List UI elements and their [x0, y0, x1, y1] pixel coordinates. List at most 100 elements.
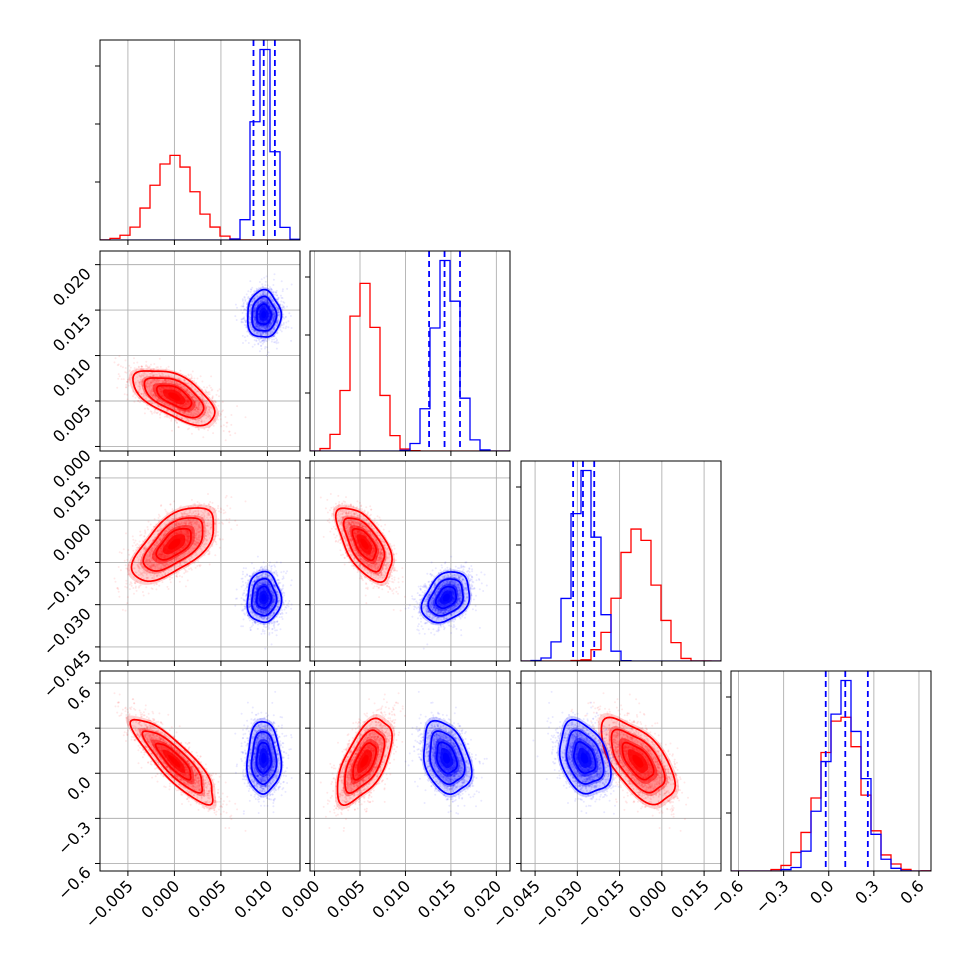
scatter-point: [139, 367, 142, 370]
scatter-point: [290, 283, 293, 286]
scatter-point: [249, 280, 252, 283]
scatter-point: [175, 413, 178, 416]
scatter-point: [161, 379, 164, 382]
scatter-point: [190, 377, 193, 380]
scatter-point: [212, 400, 215, 403]
scatter-point: [273, 273, 276, 276]
scatter-point: [220, 425, 223, 428]
scatter-point: [186, 428, 189, 431]
scatter-point: [275, 340, 278, 343]
scatter-point: [211, 397, 214, 400]
scatter-point: [207, 412, 209, 415]
scatter-point: [205, 401, 208, 403]
scatter-point: [290, 327, 293, 329]
scatter-point: [194, 426, 197, 429]
scatter-point: [140, 373, 143, 376]
scatter-point: [186, 418, 189, 420]
scatter-point: [163, 403, 166, 406]
scatter-point: [194, 408, 197, 411]
scatter-point: [150, 394, 152, 396]
scatter-point: [133, 362, 135, 364]
scatter-point: [140, 365, 143, 368]
scatter-point: [174, 382, 177, 385]
scatter-point: [207, 391, 210, 394]
scatter-point: [279, 294, 282, 297]
scatter-point: [172, 376, 175, 379]
scatter-point: [172, 406, 175, 409]
scatter-point: [141, 368, 143, 371]
scatter-point: [279, 329, 282, 331]
scatter-point: [157, 398, 160, 401]
scatter-point: [187, 382, 190, 385]
scatter-point: [214, 401, 217, 404]
scatter-point: [166, 404, 169, 407]
scatter-point: [168, 379, 171, 382]
scatter-point: [204, 390, 207, 392]
scatter-point: [222, 424, 225, 427]
scatter-point: [187, 420, 190, 422]
scatter-point: [187, 413, 190, 416]
scatter-point: [133, 377, 136, 380]
scatter-point: [145, 586, 148, 589]
scatter-point: [168, 375, 171, 378]
scatter-point: [195, 410, 198, 413]
scatter-point: [224, 416, 227, 418]
scatter-point: [168, 406, 171, 408]
scatter-point: [192, 395, 194, 398]
scatter-point: [161, 401, 164, 404]
scatter-point: [149, 410, 152, 413]
scatter-point: [245, 293, 248, 296]
scatter-point: [196, 565, 199, 567]
scatter-point: [189, 419, 192, 422]
scatter-point: [194, 397, 197, 400]
scatter-point: [156, 373, 159, 376]
scatter-point: [216, 389, 219, 392]
scatter-point: [161, 375, 164, 377]
scatter-point: [197, 405, 200, 408]
scatter-point: [212, 419, 215, 422]
scatter-point: [188, 384, 191, 387]
scatter-point: [282, 326, 285, 329]
scatter-point: [219, 418, 222, 421]
scatter-point: [144, 394, 147, 397]
scatter-point: [218, 510, 220, 513]
scatter-point: [228, 518, 231, 520]
scatter-point: [144, 373, 147, 376]
scatter-point: [164, 375, 167, 378]
scatter-point: [196, 399, 199, 402]
scatter-point: [135, 381, 137, 384]
scatter-point: [261, 283, 264, 286]
scatter-point: [236, 306, 238, 309]
scatter-point: [143, 390, 146, 393]
scatter-point: [128, 588, 131, 591]
scatter-point: [179, 382, 182, 385]
scatter-point: [132, 395, 134, 398]
scatter-point: [126, 393, 129, 396]
scatter-point: [187, 411, 190, 414]
scatter-point: [183, 417, 186, 420]
scatter-point: [142, 395, 144, 398]
scatter-point: [150, 400, 153, 403]
scatter-point: [170, 419, 173, 422]
scatter-point: [206, 386, 208, 389]
scatter-point: [173, 500, 175, 503]
scatter-point: [228, 430, 231, 433]
scatter-point: [150, 402, 153, 405]
scatter-point: [141, 384, 144, 387]
scatter-point: [164, 379, 167, 382]
scatter-point: [183, 379, 186, 382]
scatter-point: [134, 383, 137, 386]
scatter-point: [234, 303, 237, 306]
scatter-point: [201, 398, 204, 401]
scatter-point: [156, 411, 159, 414]
scatter-point: [183, 411, 186, 414]
scatter-point: [210, 389, 213, 392]
scatter-point: [183, 379, 186, 382]
scatter-point: [146, 374, 149, 377]
scatter-point: [217, 518, 220, 521]
scatter-point: [114, 357, 117, 360]
scatter-point: [195, 419, 197, 422]
scatter-point: [253, 343, 256, 346]
scatter-point: [193, 396, 196, 399]
scatter-point: [182, 411, 185, 414]
